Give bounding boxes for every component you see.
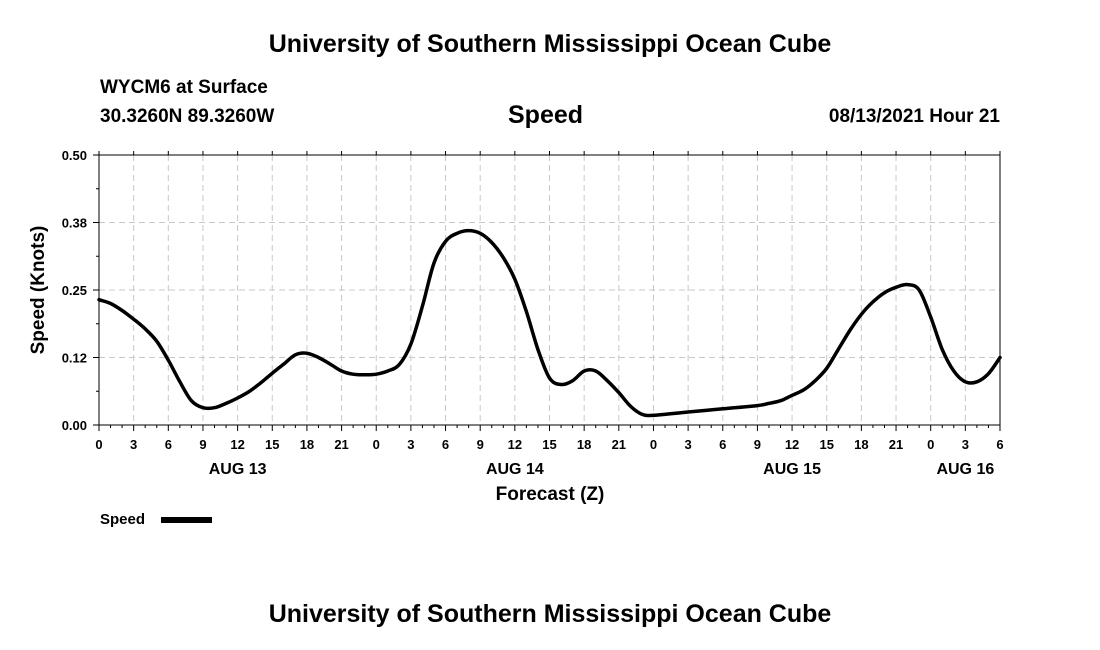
plot-title: Speed [508, 101, 584, 129]
x-tick-label: 21 [889, 437, 903, 452]
y-tick-label: 0.50 [62, 148, 87, 163]
speed-series-line [97, 228, 1002, 418]
date-label: AUG 16 [936, 461, 994, 478]
x-tick-label: 18 [577, 437, 591, 452]
x-tick-label: 9 [477, 437, 484, 452]
x-tick-label: 9 [199, 437, 206, 452]
date-label: AUG 13 [209, 461, 267, 478]
x-tick-label: 21 [612, 437, 626, 452]
x-tick-label: 6 [996, 437, 1003, 452]
axis-ticks [93, 151, 1001, 431]
y-tick-labels: 0.00 0.12 0.25 0.38 0.50 [62, 148, 87, 433]
datetime-label: 08/13/2021 Hour 21 [828, 106, 1000, 127]
coordinates-label: 30.3260N 89.3260W [100, 106, 275, 127]
x-tick-label: 9 [754, 437, 761, 452]
x-tick-label: 0 [95, 437, 102, 452]
x-tick-label: 21 [334, 437, 348, 452]
date-label: AUG 14 [486, 461, 544, 478]
plot-frame [98, 154, 1001, 426]
x-tick-label: 15 [265, 437, 279, 452]
x-tick-label: 0 [927, 437, 934, 452]
x-tick-label: 0 [373, 437, 380, 452]
x-tick-label: 15 [542, 437, 556, 452]
x-tick-label: 3 [130, 437, 137, 452]
x-tick-labels: 0 3 6 9 12 15 18 21 0 3 6 9 12 15 18 21 0 3 6 9 12 15 18 21 0 3 6 [95, 437, 1003, 452]
page-title: University of Southern Mississippi Ocean… [268, 30, 832, 58]
x-tick-label: 18 [854, 437, 868, 452]
y-axis-title: Speed (Knots) [28, 226, 49, 355]
date-label: AUG 15 [763, 461, 821, 478]
grid-lines [99, 155, 1000, 425]
x-tick-label: 12 [785, 437, 799, 452]
x-tick-label: 3 [407, 437, 414, 452]
x-tick-label: 12 [508, 437, 522, 452]
legend-label: Speed [100, 511, 145, 528]
y-tick-label: 0.00 [62, 418, 87, 433]
legend-swatch [161, 517, 212, 523]
x-tick-label: 0 [650, 437, 657, 452]
footer-title: University of Southern Mississippi Ocean… [268, 600, 832, 628]
x-tick-label: 18 [300, 437, 314, 452]
x-axis-title: Forecast (Z) [496, 484, 605, 505]
x-tick-label: 15 [819, 437, 833, 452]
x-tick-label: 6 [442, 437, 449, 452]
x-tick-label: 3 [962, 437, 969, 452]
y-tick-label: 0.38 [62, 216, 87, 231]
date-labels: AUG 13 AUG 14 AUG 15 AUG 16 [209, 461, 995, 478]
x-tick-label: 6 [165, 437, 172, 452]
station-label: WYCM6 at Surface [100, 77, 268, 98]
y-tick-label: 0.25 [62, 283, 87, 298]
x-tick-label: 12 [230, 437, 244, 452]
x-tick-label: 6 [719, 437, 726, 452]
legend: Speed [100, 511, 212, 528]
y-tick-label: 0.12 [62, 351, 87, 366]
x-tick-label: 3 [684, 437, 691, 452]
